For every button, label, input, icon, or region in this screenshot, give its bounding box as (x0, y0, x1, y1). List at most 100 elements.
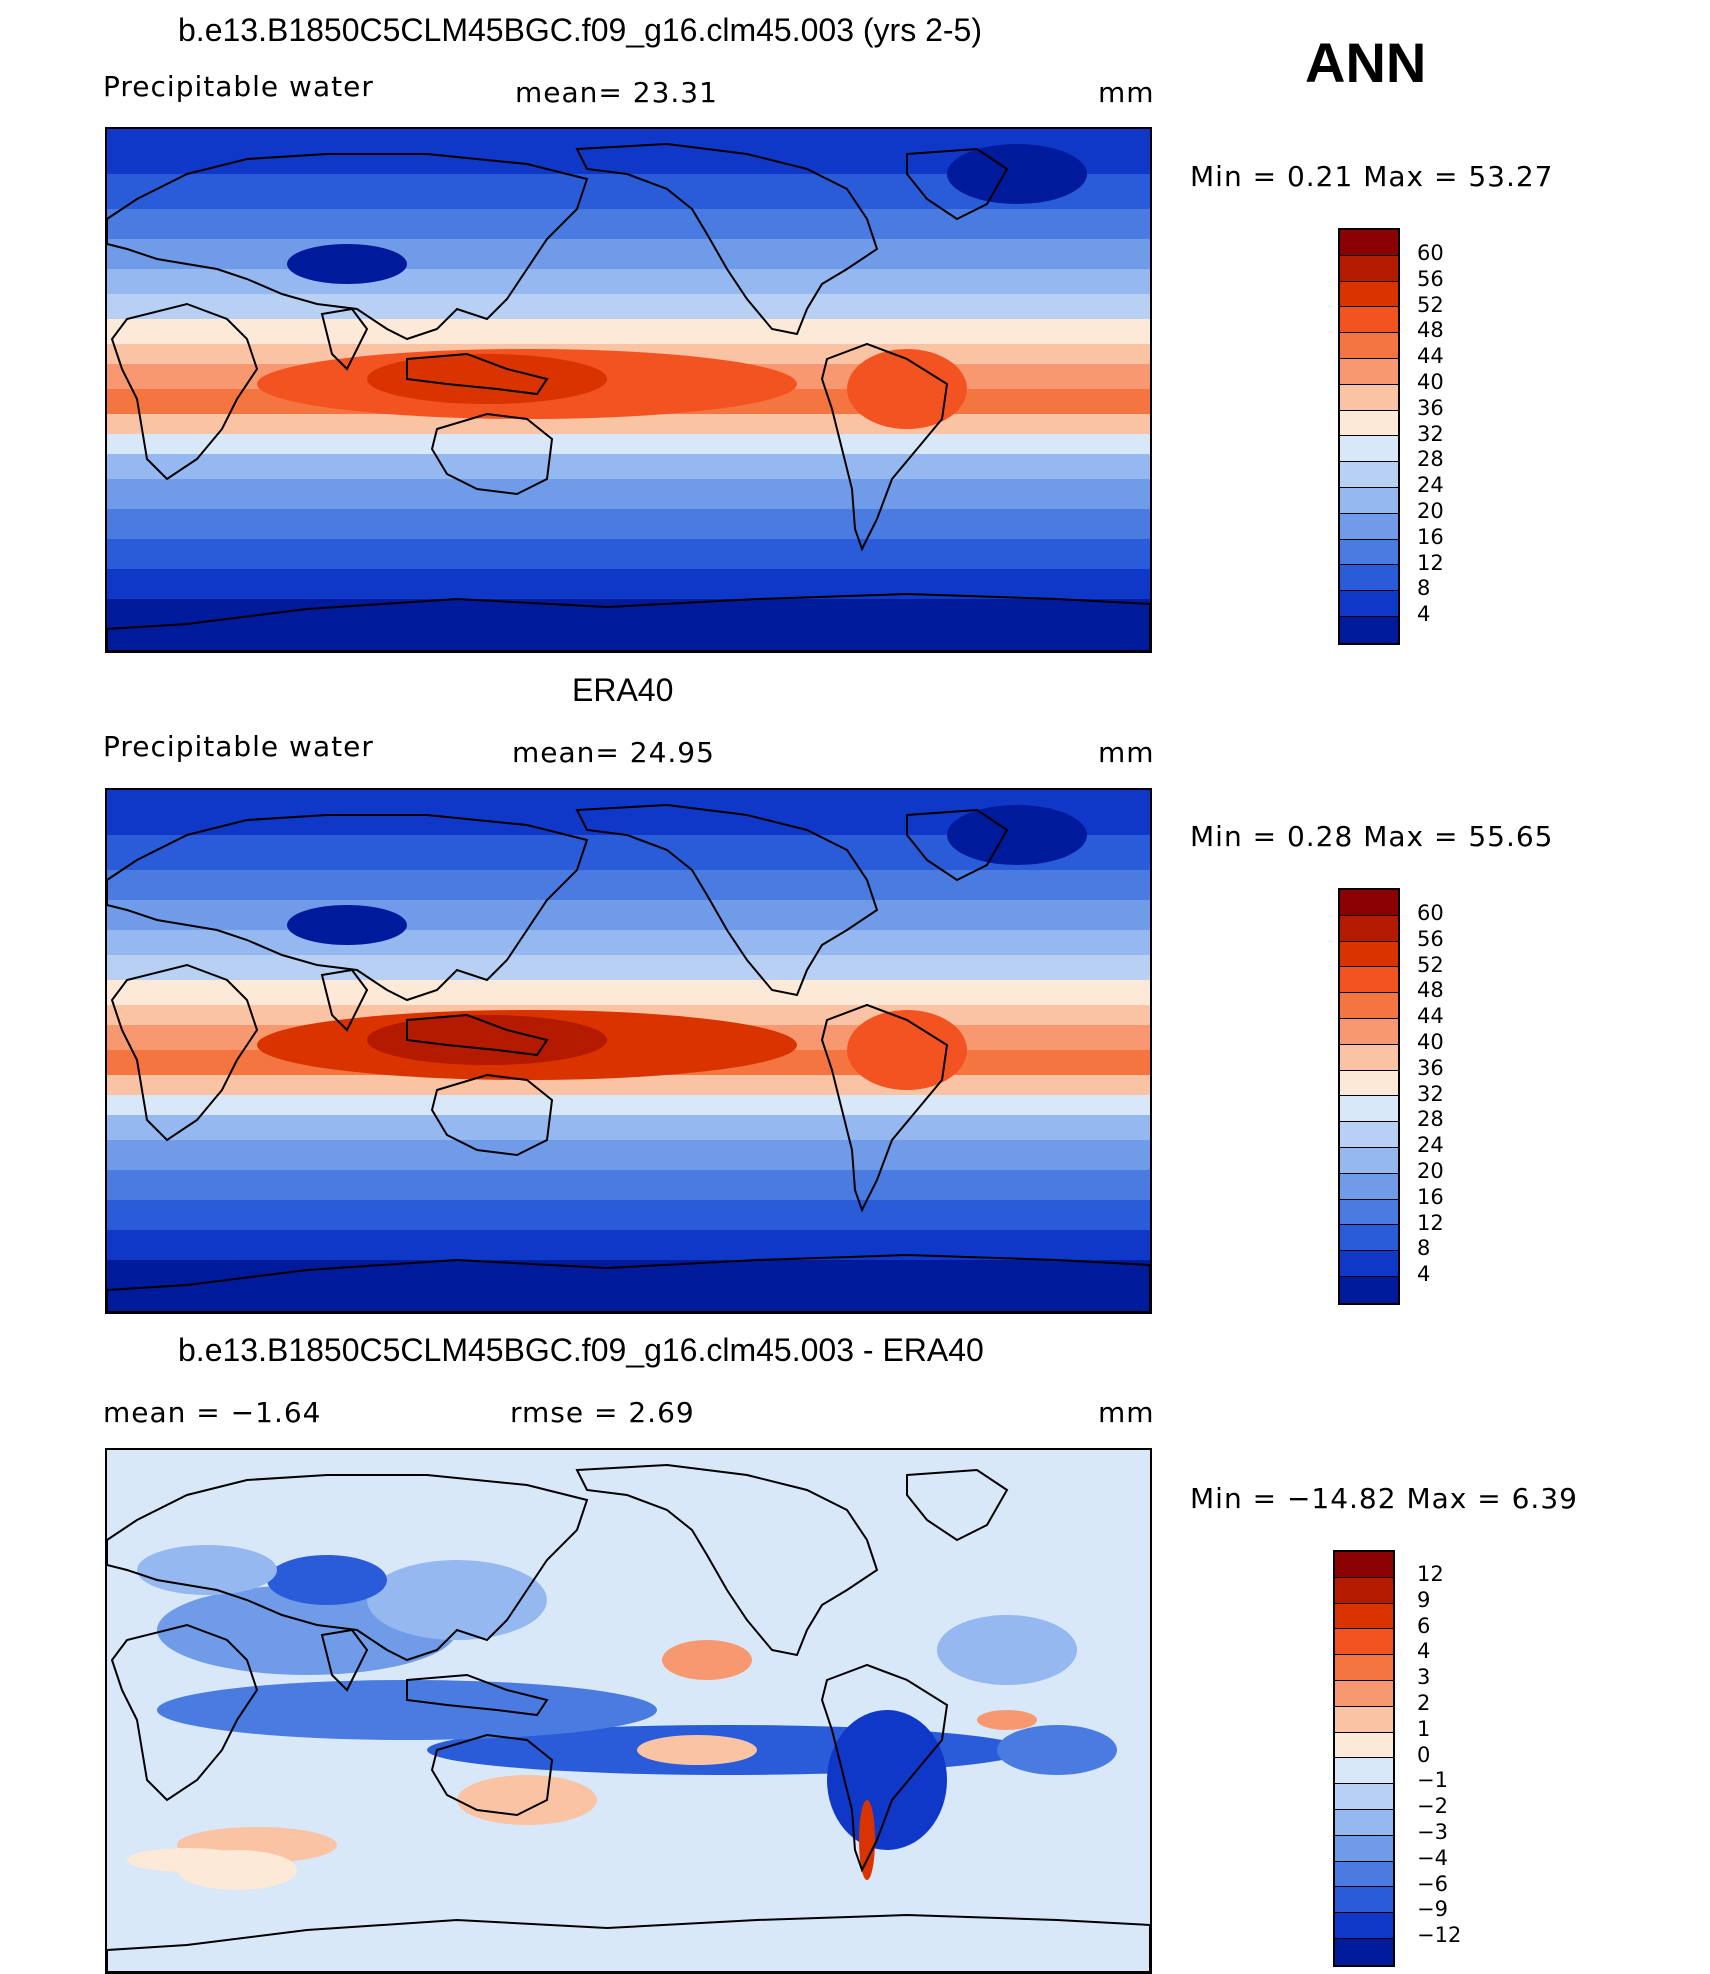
colorbar-tick-label: 20 (1417, 1158, 1444, 1183)
colorbar-tick-label: 4 (1417, 1262, 1431, 1287)
colorbar-swatch (1340, 1018, 1398, 1045)
colorbar-swatch (1340, 1276, 1398, 1303)
colorbar-tick-label: 40 (1417, 369, 1444, 394)
colorbar-tick-label: 32 (1417, 1081, 1444, 1106)
panel1-map (105, 127, 1152, 653)
colorbar-swatch (1340, 462, 1398, 488)
colorbar-tick-label: 44 (1417, 344, 1444, 369)
colorbar-swatch (1335, 1603, 1393, 1630)
colorbar-tick-label: 60 (1417, 901, 1444, 925)
continent-outline (320, 1628, 369, 1692)
colorbar-swatch (1335, 1938, 1393, 1965)
continent-outline (430, 1073, 554, 1157)
colorbar-tick-label: 1 (1417, 1716, 1431, 1741)
panel1-title: b.e13.B1850C5CLM45BGC.f09_g16.clm45.003 … (178, 12, 982, 48)
colorbar-tick-label: −4 (1417, 1845, 1448, 1870)
panel2-map (105, 788, 1152, 1314)
field-band (107, 509, 1150, 539)
continent-outline (406, 1673, 549, 1717)
colorbar-swatch (1340, 1070, 1398, 1097)
colorbar-tick-label: 8 (1417, 576, 1431, 601)
panel3-colorbar-ticks: 12 9 6 4 3 2 1 0 −1 −2 −3 −4 −6 −9 −12 (1417, 1562, 1461, 1949)
field-blob (367, 1560, 547, 1640)
field-band (107, 414, 1150, 434)
colorbar-swatch (1340, 307, 1398, 334)
colorbar-swatch (1340, 1044, 1398, 1071)
colorbar-swatch (1340, 436, 1398, 463)
colorbar-tick-label: 36 (1417, 395, 1444, 420)
colorbar-tick-label: −2 (1417, 1794, 1448, 1819)
continent-outline (820, 1663, 949, 1873)
panel3-minmax-label: Min = −14.82 Max = 6.39 (1190, 1482, 1578, 1515)
field-band (107, 930, 1150, 955)
panel3-mean-label: mean = −1.64 (103, 1396, 322, 1429)
field-band (107, 479, 1150, 509)
colorbar-tick-label: 28 (1417, 447, 1444, 472)
colorbar-tick-label: 16 (1417, 524, 1444, 549)
field-blob (827, 1710, 947, 1850)
colorbar-swatch (1340, 915, 1398, 942)
field-band (107, 1230, 1150, 1260)
panel1-mean-label: mean= 23.31 (515, 76, 718, 109)
continent-outline (906, 147, 1009, 221)
panel1-minmax-label: Min = 0.21 Max = 53.27 (1190, 160, 1554, 193)
continent-outline (906, 808, 1009, 882)
field-band (107, 1260, 1150, 1312)
colorbar-swatch (1335, 1913, 1393, 1939)
colorbar-tick-label: 9 (1417, 1587, 1431, 1612)
field-blob (997, 1725, 1117, 1775)
field-band (107, 1200, 1150, 1230)
field-blob (267, 1555, 387, 1605)
colorbar-tick-label: 56 (1417, 266, 1444, 291)
colorbar-swatch (1340, 565, 1398, 592)
continent-outline (575, 803, 879, 997)
field-band (107, 900, 1150, 930)
colorbar-swatch (1340, 539, 1398, 566)
colorbar-tick-label: 0 (1417, 1742, 1431, 1767)
panel1-units-label: mm (1098, 76, 1155, 109)
continent-outline (107, 1253, 1150, 1312)
colorbar-swatch (1335, 1861, 1393, 1888)
panel1-variable-label: Precipitable water (103, 70, 374, 103)
colorbar-tick-label: 28 (1417, 1107, 1444, 1132)
continent-outline (107, 153, 589, 341)
season-label: ANN (1305, 31, 1427, 94)
continent-outline (110, 963, 259, 1142)
panel3-units-label: mm (1098, 1396, 1155, 1429)
field-blob (977, 1710, 1037, 1730)
colorbar-swatch (1340, 358, 1398, 385)
tibet-dry (287, 244, 407, 284)
colorbar-swatch (1335, 1629, 1393, 1656)
colorbar-swatch (1340, 1173, 1398, 1200)
colorbar-swatch (1340, 1199, 1398, 1226)
field-blob (177, 1850, 297, 1890)
field-band (107, 294, 1150, 319)
field-band (107, 239, 1150, 269)
colorbar-tick-label: 12 (1417, 550, 1444, 575)
colorbar-swatch (1340, 591, 1398, 617)
panel2-mean-label: mean= 24.95 (512, 736, 715, 769)
continent-outline (406, 1013, 549, 1057)
field-band (107, 269, 1150, 294)
panel3-map (105, 1448, 1152, 1974)
colorbar-swatch (1340, 230, 1398, 256)
colorbar-swatch (1340, 487, 1398, 514)
colorbar-swatch (1340, 1251, 1398, 1277)
colorbar-swatch (1340, 333, 1398, 359)
field-band (107, 1170, 1150, 1200)
field-blob (637, 1735, 757, 1765)
panel2-colorbar-ticks: 60 56 52 48 44 40 36 32 28 24 20 16 12 8 4 (1417, 901, 1444, 1288)
panel2-minmax-label: Min = 0.28 Max = 55.65 (1190, 820, 1554, 853)
colorbar-tick-label: −9 (1417, 1897, 1448, 1922)
continent-outline (107, 1913, 1150, 1972)
colorbar-swatch (1340, 967, 1398, 994)
panel1-colorbar (1338, 228, 1400, 645)
colorbar-tick-label: 48 (1417, 978, 1444, 1003)
colorbar-tick-label: 44 (1417, 1004, 1444, 1029)
colorbar-swatch (1335, 1706, 1393, 1733)
field-band (107, 1095, 1150, 1115)
field-band (107, 955, 1150, 980)
panel2-colorbar (1338, 888, 1400, 1305)
panel1-map-svg (107, 129, 1150, 651)
colorbar-tick-label: 3 (1417, 1665, 1431, 1690)
